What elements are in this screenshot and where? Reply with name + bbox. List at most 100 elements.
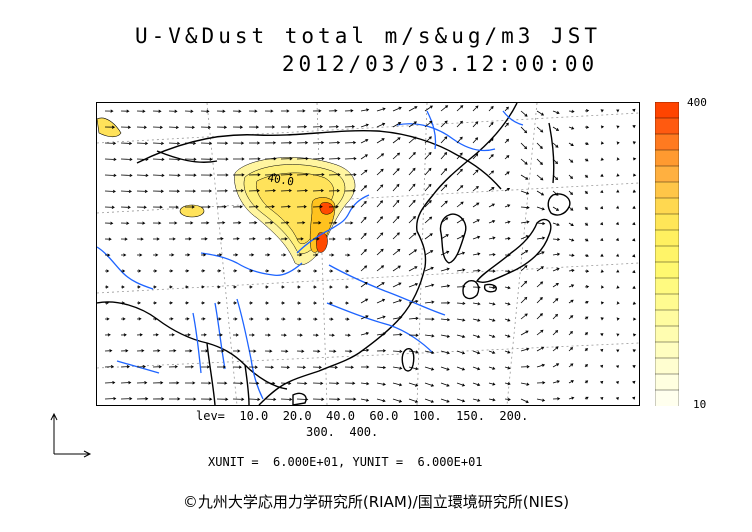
wind-arrow bbox=[264, 269, 270, 273]
wind-arrow bbox=[568, 174, 574, 180]
wind-arrow bbox=[216, 301, 221, 305]
wind-arrow bbox=[264, 397, 277, 402]
wind-arrow bbox=[488, 252, 496, 257]
wind-arrow bbox=[600, 317, 604, 321]
wind-arrow bbox=[568, 380, 574, 384]
wind-arrow bbox=[312, 221, 322, 225]
wind-arrow bbox=[488, 366, 496, 370]
wind-arrow bbox=[232, 141, 245, 145]
wind-arrow bbox=[456, 136, 463, 144]
wind-arrow bbox=[136, 301, 141, 305]
wind-arrow bbox=[329, 253, 335, 257]
wind-arrow bbox=[360, 169, 368, 176]
wind-arrow bbox=[600, 285, 605, 289]
wind-arrow bbox=[265, 125, 276, 129]
wind-arrow bbox=[440, 105, 449, 112]
wind-arrow bbox=[376, 248, 384, 256]
colorbar-swatch bbox=[654, 261, 680, 279]
wind-arrow bbox=[280, 188, 292, 193]
wind-arrow bbox=[392, 265, 401, 272]
wind-arrow bbox=[296, 125, 308, 129]
wind-arrow bbox=[344, 221, 354, 225]
wind-arrow bbox=[376, 365, 387, 370]
wind-arrow bbox=[136, 205, 147, 209]
wind-arrow bbox=[328, 285, 333, 289]
wind-arrow bbox=[104, 189, 116, 194]
wind-arrow bbox=[536, 266, 544, 272]
wind-arrow bbox=[104, 157, 117, 162]
wind-arrow bbox=[536, 190, 545, 196]
wind-arrow bbox=[248, 205, 259, 209]
wind-arrow bbox=[568, 190, 574, 196]
wind-arrow bbox=[200, 365, 210, 369]
wind-arrow bbox=[184, 253, 191, 257]
wind-arrow bbox=[120, 157, 133, 162]
wind-arrow bbox=[136, 173, 149, 178]
wind-arrow bbox=[280, 253, 287, 257]
wind-arrow bbox=[568, 284, 575, 288]
wind-arrow bbox=[520, 330, 529, 336]
wind-arrow bbox=[568, 222, 574, 226]
wind-arrow bbox=[424, 200, 432, 208]
wind-arrow bbox=[456, 268, 466, 272]
wind-arrow bbox=[568, 346, 574, 352]
wind-arrow bbox=[376, 168, 384, 176]
wind-arrow bbox=[296, 141, 309, 145]
wind-arrow bbox=[120, 189, 132, 194]
wind-arrow bbox=[136, 285, 141, 289]
wind-arrow bbox=[408, 350, 419, 354]
wind-arrow bbox=[152, 141, 165, 146]
wind-arrow bbox=[456, 334, 466, 339]
wind-arrow bbox=[120, 125, 132, 129]
wind-arrow bbox=[200, 205, 211, 209]
wind-arrow bbox=[440, 152, 448, 160]
wind-arrow bbox=[296, 205, 307, 209]
wind-arrow bbox=[152, 333, 159, 337]
wind-arrow bbox=[632, 333, 637, 337]
wind-arrow bbox=[632, 141, 637, 145]
wind-arrow bbox=[184, 237, 192, 241]
wind-arrow bbox=[297, 269, 302, 273]
wind-arrow bbox=[104, 173, 117, 178]
wind-arrow bbox=[168, 253, 175, 257]
wind-arrow bbox=[568, 158, 574, 163]
wind-arrow bbox=[552, 346, 559, 352]
wind-arrow bbox=[120, 381, 132, 385]
wind-arrow bbox=[264, 237, 272, 241]
wind-arrow bbox=[360, 348, 370, 352]
wind-arrow bbox=[584, 253, 589, 257]
colorbar-swatch bbox=[654, 197, 680, 215]
wind-arrow bbox=[520, 313, 528, 320]
wind-arrow bbox=[616, 141, 620, 145]
wind-arrow bbox=[392, 199, 400, 208]
wind-arrow bbox=[504, 188, 511, 192]
wind-arrow bbox=[472, 202, 480, 208]
wind-arrow bbox=[440, 318, 451, 322]
wind-arrow bbox=[472, 285, 481, 289]
wind-arrow bbox=[345, 237, 352, 241]
wind-arrow bbox=[216, 141, 229, 145]
wind-arrow bbox=[168, 301, 173, 305]
wind-arrow bbox=[280, 269, 286, 273]
colorbar-swatch bbox=[654, 181, 680, 199]
wind-arrow bbox=[392, 382, 403, 387]
wind-arrow bbox=[152, 269, 158, 273]
wind-arrow bbox=[249, 141, 261, 145]
wind-arrow bbox=[424, 350, 435, 355]
wind-arrow bbox=[584, 332, 589, 336]
wind-arrow bbox=[249, 317, 254, 321]
wind-arrow bbox=[600, 380, 604, 384]
wind-arrow bbox=[104, 221, 114, 225]
wind-arrow bbox=[552, 142, 559, 148]
wind-arrow bbox=[232, 301, 237, 305]
wind-arrow bbox=[152, 173, 165, 178]
wind-arrow bbox=[584, 348, 588, 352]
wind-arrow bbox=[504, 334, 511, 338]
wind-arrow bbox=[360, 381, 370, 386]
wind-arrow bbox=[615, 381, 619, 385]
wind-arrow bbox=[104, 333, 111, 337]
contour-levels-line2: 300. 400. bbox=[306, 425, 379, 439]
coastlines bbox=[97, 103, 571, 405]
wind-arrow bbox=[264, 253, 271, 257]
wind-arrow bbox=[264, 333, 271, 337]
